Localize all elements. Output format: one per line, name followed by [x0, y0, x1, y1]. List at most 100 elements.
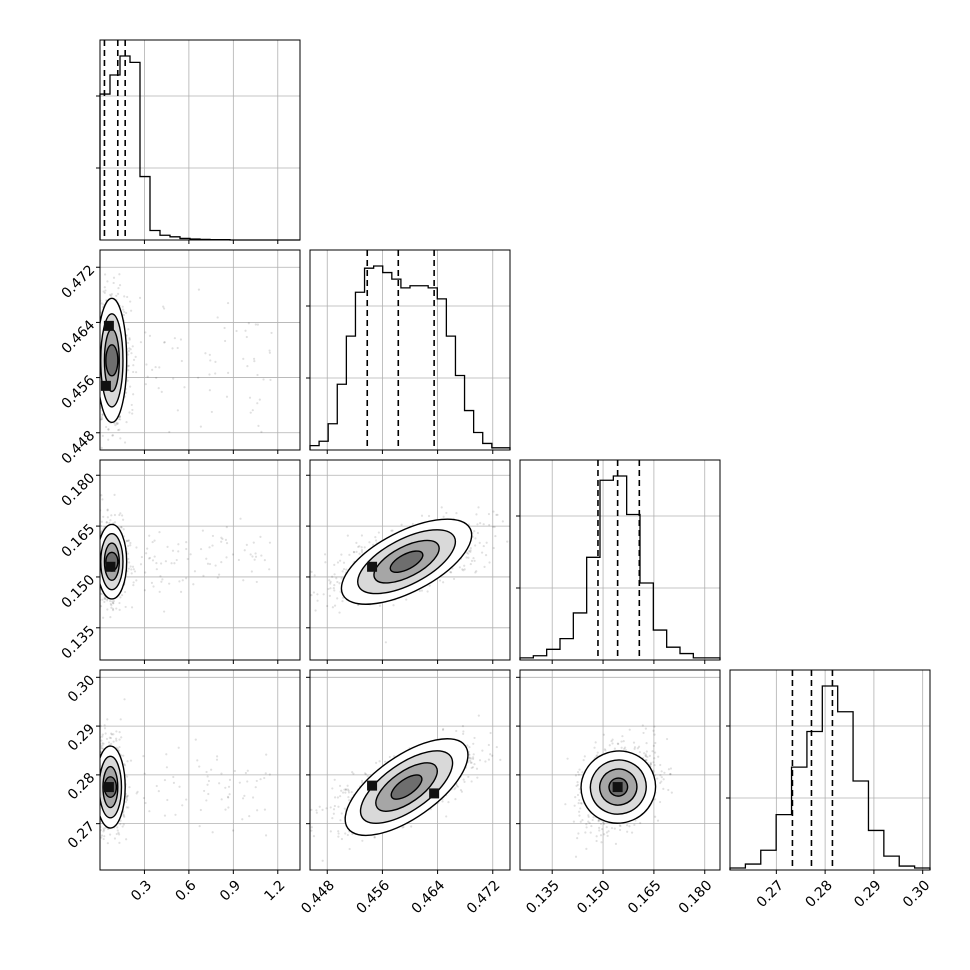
- sample-point: [112, 740, 115, 743]
- sample-point: [117, 418, 121, 421]
- sample-point: [138, 296, 142, 299]
- sample-point: [463, 780, 466, 784]
- sample-point: [125, 311, 128, 315]
- sample-point: [208, 353, 211, 356]
- sample-point: [449, 571, 452, 574]
- sample-point: [126, 775, 129, 778]
- sample-point: [122, 313, 126, 317]
- sample-point: [310, 593, 313, 597]
- sample-point: [495, 745, 498, 749]
- sample-point: [143, 589, 146, 592]
- sample-point: [105, 737, 109, 741]
- sample-point: [489, 731, 492, 735]
- sample-point: [258, 398, 261, 401]
- contour-line-0: [344, 738, 469, 837]
- sample-point: [185, 541, 188, 544]
- sample-point: [336, 796, 340, 799]
- sample-point: [122, 813, 125, 816]
- sample-point: [616, 742, 619, 745]
- sample-point: [206, 775, 209, 778]
- sample-point: [587, 814, 590, 817]
- sample-point: [144, 571, 147, 574]
- sample-point: [128, 786, 131, 789]
- sample-point: [159, 575, 162, 578]
- sample-point: [346, 784, 349, 787]
- sample-point: [268, 568, 271, 571]
- sample-point: [482, 523, 485, 526]
- sample-point: [226, 795, 230, 798]
- sample-point: [207, 792, 210, 796]
- sample-point: [495, 513, 498, 516]
- sample-point: [193, 570, 197, 573]
- density-peak: [100, 380, 111, 391]
- sample-point: [427, 514, 431, 518]
- sample-point: [119, 512, 122, 515]
- sample-point: [391, 529, 394, 532]
- sample-point: [163, 610, 166, 613]
- sample-point: [111, 434, 114, 437]
- sample-point: [237, 558, 240, 562]
- sample-point: [123, 462, 125, 464]
- sample-point: [442, 727, 445, 731]
- sample-point: [166, 545, 169, 548]
- sample-point: [637, 745, 641, 748]
- sample-point: [228, 793, 231, 796]
- sample-point: [487, 758, 491, 761]
- sample-point: [577, 802, 580, 805]
- sample-point: [469, 546, 472, 550]
- sample-point: [263, 808, 267, 811]
- sample-point: [332, 587, 335, 590]
- sample-point: [144, 331, 147, 334]
- sample-point: [455, 512, 458, 515]
- sample-point: [126, 341, 130, 345]
- sample-point: [118, 284, 122, 287]
- sample-point: [131, 412, 134, 415]
- sample-point: [153, 539, 156, 542]
- sample-point: [216, 576, 219, 579]
- contour-line-2: [373, 539, 440, 584]
- contour-line-0: [100, 745, 126, 829]
- sample-point: [214, 372, 217, 375]
- sample-point: [111, 607, 115, 610]
- density-level-3: [391, 774, 422, 800]
- sample-point: [103, 600, 106, 604]
- sample-point: [263, 776, 266, 780]
- sample-point: [360, 549, 364, 552]
- sample-point: [667, 788, 670, 792]
- sample-point: [249, 411, 252, 414]
- sample-point: [198, 825, 201, 828]
- sample-point: [254, 555, 258, 558]
- sample-point: [660, 780, 663, 783]
- sample-point: [227, 796, 230, 799]
- sample-point: [254, 323, 257, 326]
- sample-point: [125, 806, 128, 809]
- sample-point: [124, 800, 128, 804]
- sample-point: [225, 556, 228, 559]
- sample-point: [506, 540, 509, 543]
- sample-point: [112, 733, 115, 736]
- sample-point: [392, 604, 395, 607]
- sample-point: [108, 521, 111, 525]
- sample-point: [130, 352, 133, 355]
- sample-point: [178, 785, 181, 788]
- sample-point: [374, 539, 378, 542]
- sample-point: [420, 589, 424, 592]
- sample-point: [358, 545, 361, 548]
- sample-point: [667, 768, 671, 771]
- sample-point: [475, 513, 478, 516]
- sample-point: [474, 571, 477, 574]
- sample-point: [599, 822, 603, 826]
- sample-point: [103, 596, 106, 599]
- sample-point: [127, 365, 130, 368]
- sample-point: [129, 541, 132, 545]
- sample-point: [107, 484, 109, 486]
- sample-point: [364, 773, 368, 776]
- sample-point: [106, 509, 109, 512]
- sample-point: [360, 779, 364, 782]
- sample-point: [255, 779, 258, 783]
- sample-point: [125, 798, 129, 802]
- sample-point: [487, 512, 491, 516]
- sample-point: [344, 788, 348, 791]
- sample-point: [123, 763, 126, 766]
- sample-point: [110, 604, 113, 607]
